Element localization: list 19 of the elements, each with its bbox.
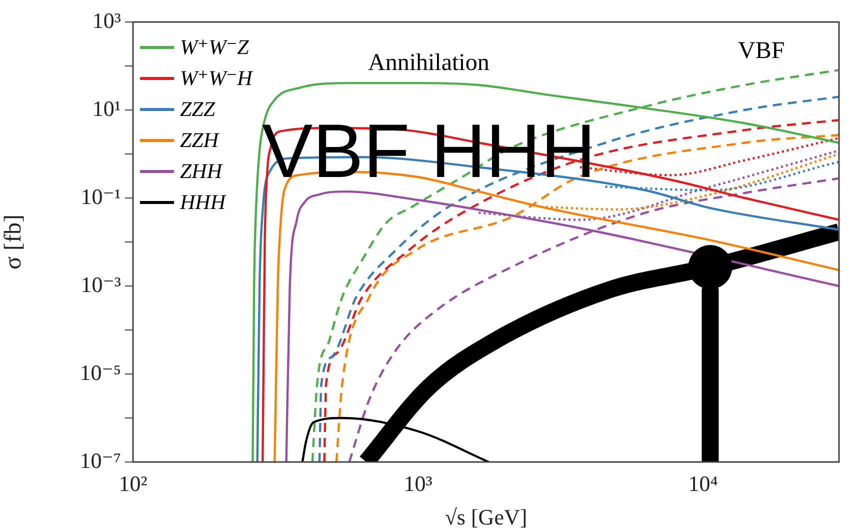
legend-label: HHH [180, 189, 226, 216]
x-axis-title: √s [GeV] [444, 504, 528, 530]
y-tick-label: 10⁻¹ [80, 184, 121, 209]
legend-label: W⁺W⁻Z [180, 34, 249, 61]
y-tick-label: 10⁻³ [80, 272, 122, 297]
legend-label: ZZZ [180, 96, 216, 123]
legend-label: ZZH [180, 127, 219, 154]
x-tick-label: 10⁴ [688, 470, 718, 496]
x-tick-label: 10³ [404, 470, 433, 496]
y-tick-label: 10³ [92, 8, 122, 33]
annotation: Annihilation [368, 50, 490, 77]
legend-label: W⁺W⁻H [180, 65, 252, 92]
legend-label: ZHH [180, 158, 222, 185]
y-tick-label: 10¹ [92, 96, 121, 121]
y-tick-label: 10⁻⁵ [80, 360, 121, 385]
y-tick-label: 10⁻⁷ [80, 448, 121, 473]
x-tick-label: 10² [118, 470, 148, 496]
annotation: VBF [738, 38, 785, 65]
y-axis-title: σ [fb] [0, 214, 27, 270]
